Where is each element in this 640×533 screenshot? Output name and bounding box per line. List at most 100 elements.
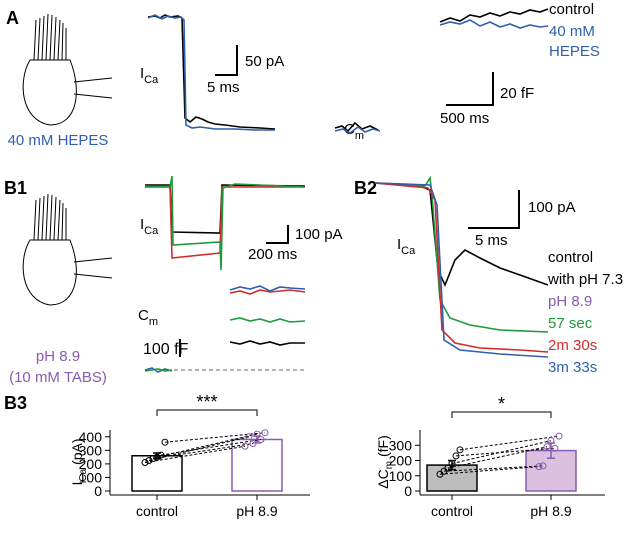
cell-label: 40 mM HEPES — [8, 132, 109, 149]
pair-line — [144, 445, 246, 464]
legend-entry: 3m 33s — [548, 359, 597, 376]
trace — [144, 368, 173, 372]
ylabel-unit: (pA) — [69, 438, 85, 468]
trace — [229, 289, 306, 295]
data-point — [153, 453, 161, 461]
trace — [439, 19, 549, 29]
trace — [334, 126, 381, 134]
data-point — [547, 437, 555, 445]
data-point — [157, 451, 165, 459]
legend-entry: HEPES — [549, 43, 600, 60]
panel-label: B1 — [4, 178, 27, 198]
trace — [374, 182, 549, 288]
error-bar — [547, 442, 555, 459]
y-tick-label: 0 — [94, 483, 102, 499]
significance-bracket — [156, 409, 258, 416]
bar — [231, 438, 283, 492]
pair-line — [443, 465, 544, 472]
legend-entry: with pH 7.3 — [547, 271, 623, 288]
scale-bar — [446, 72, 494, 106]
trace — [145, 184, 306, 234]
ylabel-sub: Ca — [78, 468, 89, 481]
hair-cell — [22, 193, 113, 306]
scale-bar — [468, 190, 520, 229]
scale-label: 50 pA — [245, 53, 284, 70]
pair-line — [164, 432, 266, 443]
data-point — [253, 430, 261, 438]
ylabel-sub: m — [384, 461, 395, 469]
scale-bar — [266, 225, 289, 244]
ica-sub: Ca — [144, 225, 159, 237]
data-point — [539, 462, 547, 470]
ica-label: ICa — [397, 236, 416, 257]
y-tick-label: 400 — [79, 429, 103, 445]
scale-label: 200 ms — [248, 246, 297, 263]
data-point — [261, 429, 269, 437]
ica-label: ICa — [140, 216, 159, 237]
trace — [147, 14, 275, 131]
data-point — [245, 433, 253, 441]
trace — [229, 340, 305, 346]
pair-line — [152, 443, 254, 459]
data-point — [543, 443, 551, 451]
y-axis-label: ΔCm (fF) — [375, 435, 395, 488]
scale-label: 20 fF — [500, 85, 534, 102]
x-tick-label: control — [431, 503, 473, 519]
data-point — [249, 440, 257, 448]
scale-label: 100 fF — [143, 341, 189, 358]
x-tick-label: pH 8.9 — [530, 503, 571, 519]
significance: *** — [196, 392, 217, 412]
trace — [334, 121, 379, 133]
scale-label: 5 ms — [475, 232, 508, 249]
trace — [144, 367, 173, 373]
pair-line — [455, 447, 556, 457]
legend-entry: control — [549, 1, 594, 18]
ica: I — [140, 216, 144, 233]
ica-label: ICa — [140, 65, 159, 86]
trace — [229, 285, 306, 292]
significance-bracket — [451, 411, 552, 418]
legend-entry: pH 8.9 — [548, 293, 592, 310]
scale-label: 500 ms — [440, 110, 489, 127]
data-point — [448, 460, 456, 468]
ylabel-unit: (fF) — [375, 435, 391, 461]
data-point — [555, 432, 563, 440]
panel-label: B2 — [354, 178, 377, 198]
y-tick-label: 100 — [79, 469, 103, 485]
data-point — [456, 446, 464, 454]
trace — [374, 182, 549, 353]
ica-sub: Ca — [401, 245, 416, 257]
ylabel: I — [69, 482, 85, 486]
cell-label: (10 mM TABS) — [9, 369, 107, 386]
data-point — [141, 459, 149, 467]
cm-label: Cm — [138, 307, 158, 328]
cm-sub: m — [355, 130, 364, 142]
legend-entry: control — [548, 249, 593, 266]
trace — [374, 182, 549, 358]
scale-bar — [215, 45, 238, 76]
y-tick-label: 300 — [79, 442, 103, 458]
ica: I — [397, 236, 401, 253]
trace — [439, 8, 549, 23]
scale-label: 5 ms — [207, 79, 240, 96]
y-tick-label: 100 — [389, 468, 413, 484]
panel-label: B3 — [4, 393, 27, 413]
cm-sub: m — [149, 316, 158, 328]
data-point — [257, 435, 265, 443]
data-point — [161, 438, 169, 446]
pair-line — [459, 435, 560, 451]
x-tick-label: pH 8.9 — [236, 503, 277, 519]
ica-sub: Ca — [144, 74, 159, 86]
scale-label: 100 pA — [295, 226, 343, 243]
pair-line — [439, 466, 540, 475]
data-point — [452, 452, 460, 460]
hair-cell — [22, 13, 113, 126]
ica: I — [140, 65, 144, 82]
x-tick-label: control — [136, 503, 178, 519]
panel-label: A — [6, 8, 19, 28]
data-point — [444, 464, 452, 472]
legend-entry: 2m 30s — [548, 337, 597, 354]
cell-label: pH 8.9 — [36, 348, 80, 365]
y-tick-label: 200 — [79, 456, 103, 472]
